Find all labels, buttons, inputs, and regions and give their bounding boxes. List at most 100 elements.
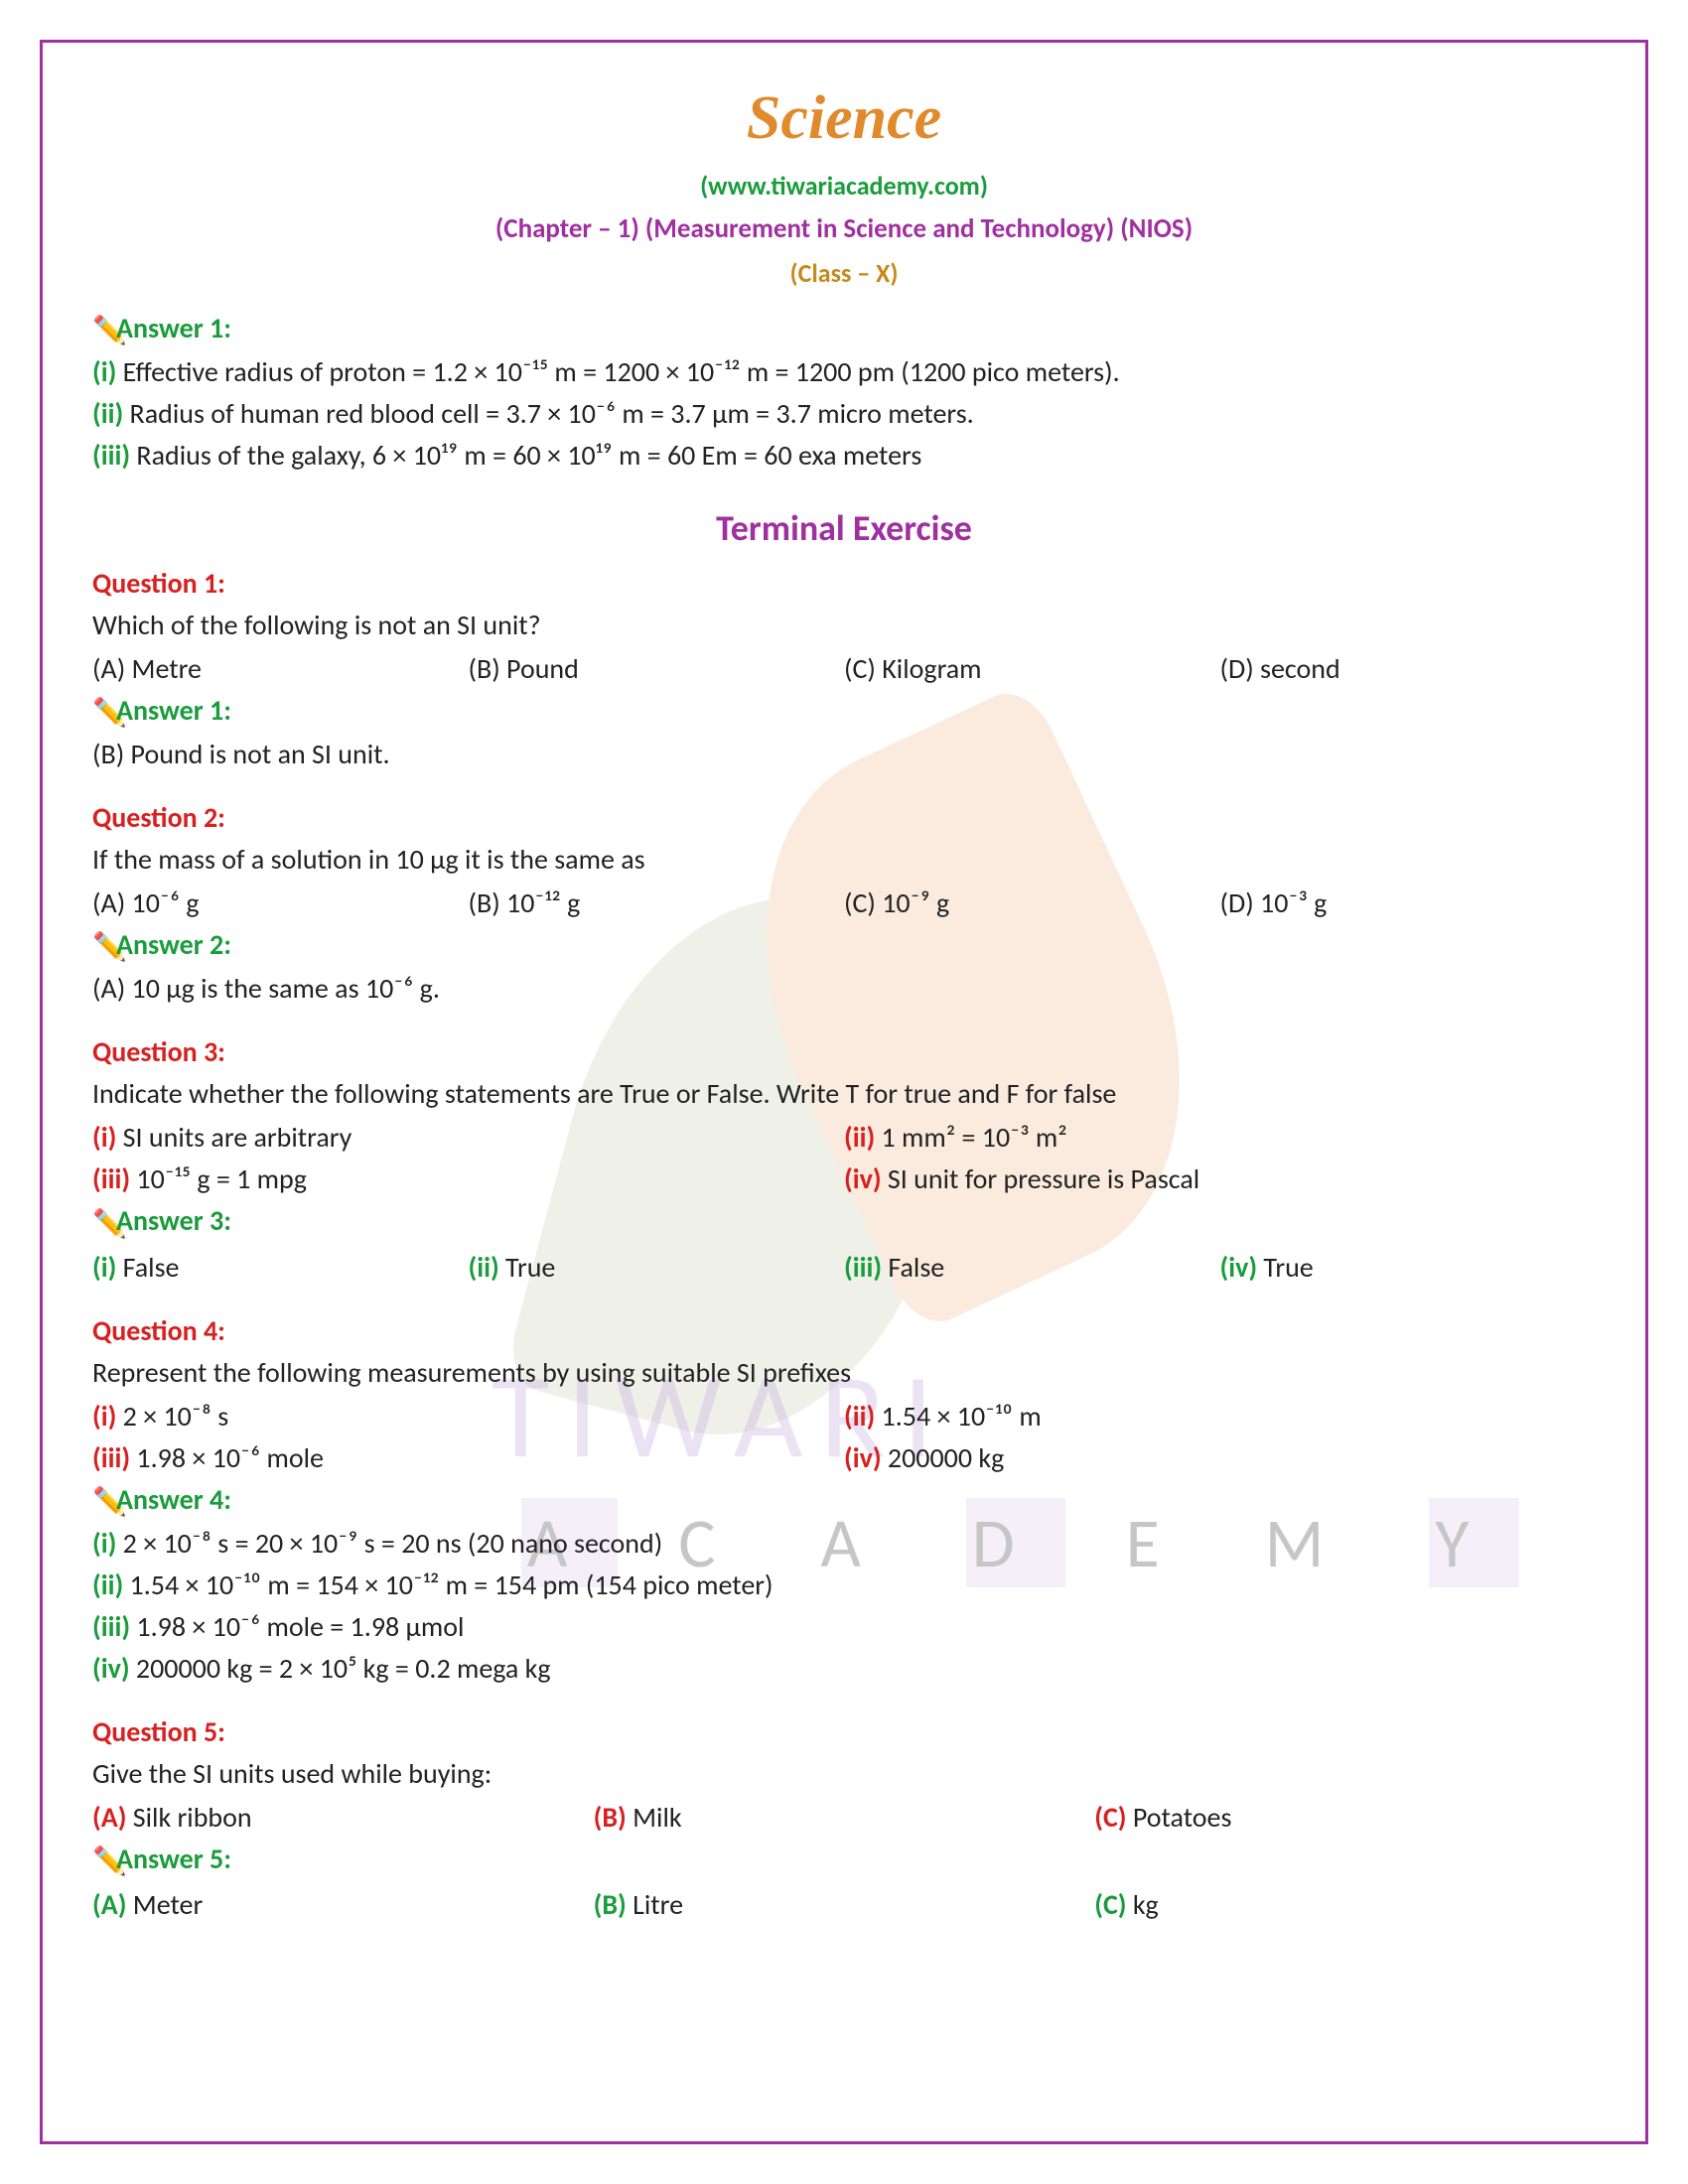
question-text: If the mass of a solution in 10 μg it is… [92,839,1596,881]
document-header: Science (www.tiwariacademy.com) (Chapter… [92,72,1596,293]
answer-label: Answer 2: [116,927,231,962]
part-label-iii: (iii) [92,438,136,473]
part-text: 10⁻¹⁵ g = 1 mpg [136,1161,307,1196]
class-info: (Class – X) [92,254,1596,293]
website-link: (www.tiwariacademy.com) [92,167,1596,205]
ans-part-label: (A) [92,1887,133,1922]
answer-text: Radius of the galaxy, 6 × 10¹⁹ m = 60 × … [136,438,921,473]
pencil-icon: ✏️ [92,926,114,968]
option-c: (C) Kilogram [844,648,1220,690]
options-row: (A) Metre (B) Pound (C) Kilogram (D) sec… [92,648,1596,690]
pencil-icon: ✏️ [92,1203,114,1245]
question-4-block: Question 4: Represent the following meas… [92,1310,1596,1690]
question-label: Question 4: [92,1310,1596,1352]
ans-text: Litre [633,1887,683,1922]
parts-row: (i) 2 × 10⁻⁸ s (ii) 1.54 × 10⁻¹⁰ m (iii)… [92,1396,1596,1479]
answer-text: Radius of human red blood cell = 3.7 × 1… [130,396,974,431]
ans-text: 200000 kg = 2 × 10⁵ kg = 0.2 mega kg [136,1651,551,1686]
part-label: (ii) [844,1399,882,1433]
ans-text: True [1263,1250,1313,1285]
answer-label: Answer 1: [116,311,231,345]
pencil-icon: ✏️ [92,1481,114,1523]
answer-label: Answer 3: [116,1203,231,1238]
part-text: SI unit for pressure is Pascal [888,1161,1199,1196]
option-d: (D) second [1220,648,1597,690]
ans-text: Meter [133,1887,204,1922]
section-title: Terminal Exercise [92,501,1596,555]
question-2-block: Question 2: If the mass of a solution in… [92,797,1596,1010]
ans-text: True [505,1250,555,1285]
option-a: (A) Metre [92,648,469,690]
question-3-block: Question 3: Indicate whether the followi… [92,1031,1596,1288]
ans-text: kg [1133,1887,1159,1922]
ans-text: False [888,1250,944,1285]
part-text: Milk [633,1800,682,1835]
question-text: Represent the following measurements by … [92,1352,1596,1394]
question-text: Which of the following is not an SI unit… [92,605,1596,646]
option-b: (B) 10⁻¹² g [469,883,845,924]
ans-text: 1.98 × 10⁻⁶ mole = 1.98 μmol [136,1609,464,1644]
ans-part-label: (B) [594,1887,633,1922]
ans-text: 2 × 10⁻⁸ s = 20 × 10⁻⁹ s = 20 ns (20 nan… [123,1526,663,1561]
answer-label: Answer 1: [116,693,231,728]
question-5-block: Question 5: Give the SI units used while… [92,1711,1596,1926]
question-label: Question 5: [92,1711,1596,1753]
ans-text: False [123,1250,180,1285]
part-text: 200000 kg [888,1440,1004,1475]
part-label: (iii) [92,1161,136,1196]
part-label: (iii) [92,1440,136,1475]
part-label: (B) [594,1800,633,1835]
top-answer-block: ✏️Answer 1: (i) Effective radius of prot… [92,308,1596,477]
ans-part-label: (ii) [469,1250,506,1285]
ans-part-label: (iii) [92,1609,136,1644]
answer-label: Answer 4: [116,1482,231,1517]
part-label: (C) [1094,1800,1133,1835]
answer-text: (A) 10 μg is the same as 10⁻⁶ g. [92,968,1596,1010]
ans-text: 1.54 × 10⁻¹⁰ m = 154 × 10⁻¹² m = 154 pm … [130,1568,774,1602]
question-label: Question 2: [92,797,1596,839]
part-label-i: (i) [92,354,123,389]
parts-row: (A) Silk ribbon (B) Milk (C) Potatoes [92,1797,1596,1839]
answer-row: (A) Meter (B) Litre (C) kg [92,1884,1596,1926]
question-1-block: Question 1: Which of the following is no… [92,563,1596,775]
ans-part-label: (C) [1094,1887,1133,1922]
ans-part-label: (i) [92,1250,123,1285]
ans-part-label: (iv) [1220,1250,1264,1285]
part-text: Silk ribbon [133,1800,252,1835]
document-page: TIWARI A C A D E M Y Science (www.tiwari… [40,40,1648,2144]
question-label: Question 3: [92,1031,1596,1073]
options-row: (A) 10⁻⁶ g (B) 10⁻¹² g (C) 10⁻⁹ g (D) 10… [92,883,1596,924]
part-label: (iv) [844,1161,888,1196]
ans-part-label: (iv) [92,1651,136,1686]
part-text: 1.54 × 10⁻¹⁰ m [882,1399,1042,1433]
part-label: (ii) [844,1120,882,1155]
part-text: 2 × 10⁻⁸ s [123,1399,229,1433]
question-text: Give the SI units used while buying: [92,1753,1596,1795]
pencil-icon: ✏️ [92,692,114,734]
chapter-info: (Chapter – 1) (Measurement in Science an… [92,209,1596,250]
pencil-icon: ✏️ [92,1841,114,1882]
part-text: Potatoes [1133,1800,1232,1835]
option-d: (D) 10⁻³ g [1220,883,1597,924]
answer-row: (i) False (ii) True (iii) False (iv) Tru… [92,1247,1596,1289]
answer-label: Answer 5: [116,1842,231,1876]
question-label: Question 1: [92,563,1596,605]
answer-text: (B) Pound is not an SI unit. [92,734,1596,775]
answer-text: Effective radius of proton = 1.2 × 10⁻¹⁵… [123,354,1120,389]
part-text: 1 mm² = 10⁻³ m² [882,1120,1067,1155]
part-text: SI units are arbitrary [123,1120,352,1155]
part-text: 1.98 × 10⁻⁶ mole [136,1440,324,1475]
part-label-ii: (ii) [92,396,130,431]
part-label: (iv) [844,1440,888,1475]
option-a: (A) 10⁻⁶ g [92,883,469,924]
main-title: Science [92,72,1596,165]
ans-part-label: (iii) [844,1250,888,1285]
option-c: (C) 10⁻⁹ g [844,883,1220,924]
part-label: (A) [92,1800,133,1835]
ans-part-label: (i) [92,1526,123,1561]
ans-part-label: (ii) [92,1568,130,1602]
pencil-icon: ✏️ [92,310,114,351]
question-text: Indicate whether the following statement… [92,1073,1596,1115]
part-label: (i) [92,1399,123,1433]
parts-row: (i) SI units are arbitrary (ii) 1 mm² = … [92,1117,1596,1200]
